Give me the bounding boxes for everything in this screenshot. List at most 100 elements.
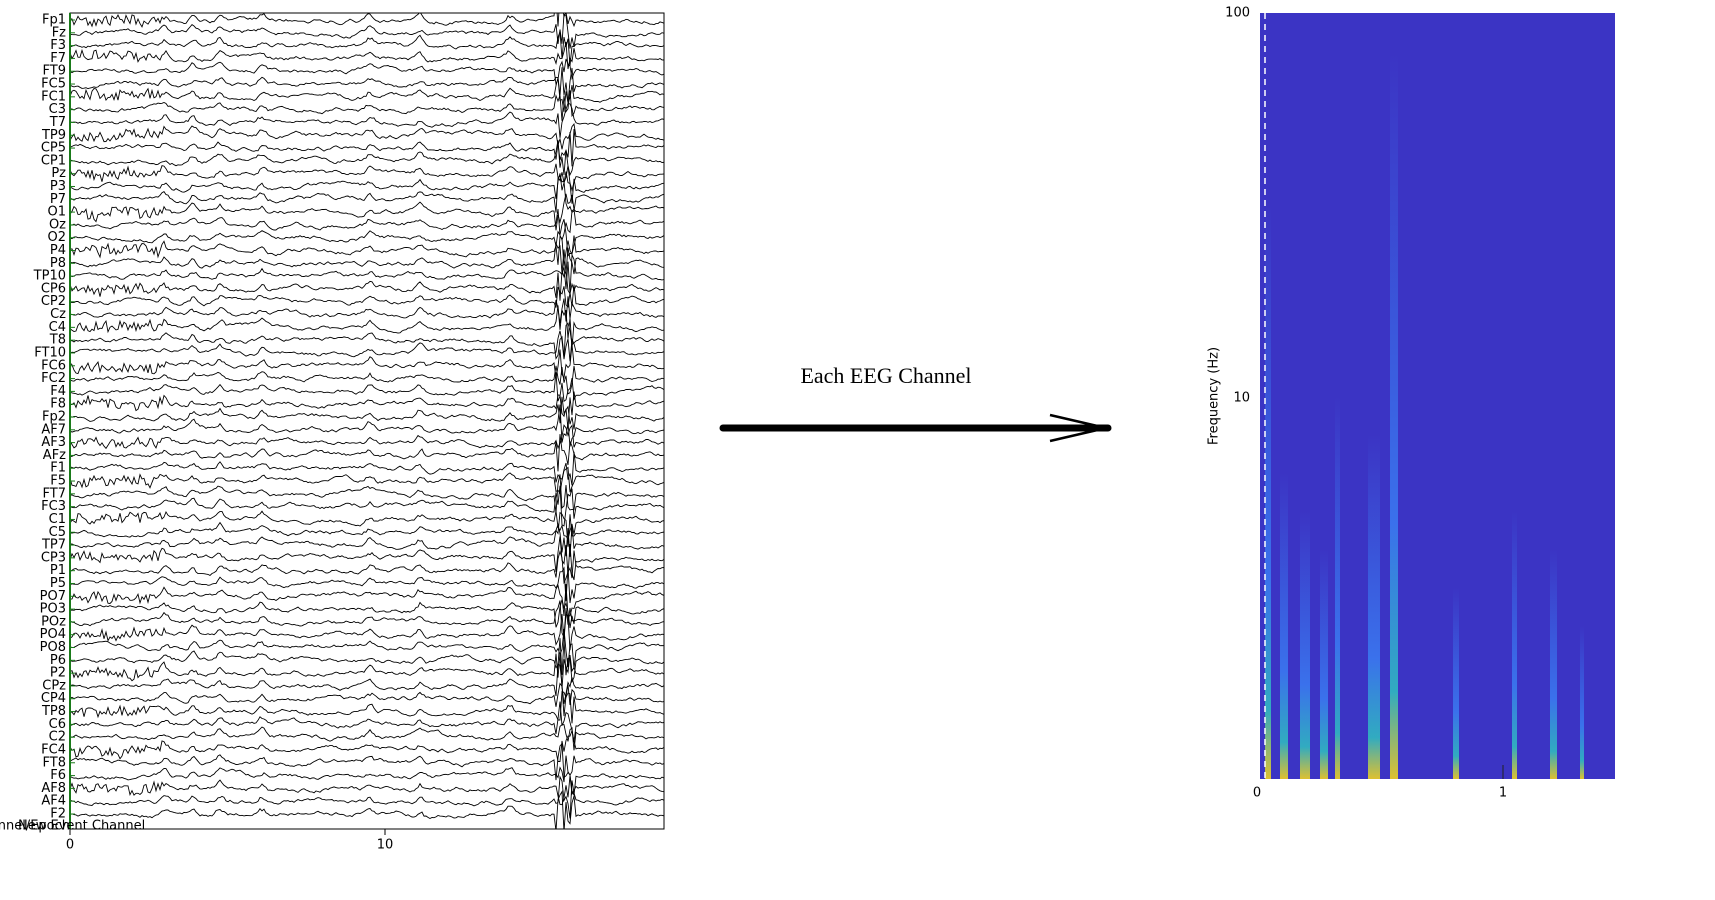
channel-label: AF4 (41, 794, 66, 809)
eeg-trace (70, 13, 664, 49)
channel-label: F3 (50, 38, 66, 53)
eeg-trace (70, 690, 664, 724)
channel-label: FC1 (41, 89, 66, 104)
channel-label: C4 (49, 320, 66, 335)
spectral-band (1390, 51, 1398, 779)
channel-label: FC3 (41, 499, 66, 514)
channel-label: CP4 (41, 691, 66, 706)
eeg-trace (70, 330, 664, 362)
eeg-trace (70, 241, 664, 275)
eeg-trace (70, 424, 664, 450)
spectral-band (1320, 549, 1328, 779)
channel-label: O1 (47, 205, 66, 220)
eeg-trace (70, 396, 664, 430)
eeg-trace (70, 434, 664, 472)
eeg-trace (70, 174, 664, 213)
channel-label: F1 (50, 461, 66, 476)
y-axis-label: Frequency (Hz) (1207, 347, 1222, 445)
arrow-label: Each EEG Channel (800, 363, 971, 388)
channel-label: CP2 (41, 294, 66, 309)
channel-label: T7 (49, 115, 66, 130)
channel-label: P3 (50, 179, 66, 194)
channel-label: C1 (49, 512, 66, 527)
channel-label: CP3 (41, 550, 66, 565)
corner-label: Channel/Epoch (0, 819, 70, 834)
eeg-trace (70, 254, 664, 294)
eeg-trace (70, 775, 664, 806)
channel-label: PO3 (40, 602, 66, 617)
eeg-trace (70, 566, 664, 604)
channel-labels: Fp1FzF3F7FT9FC5FC1C3T7TP9CP5CP1PzP3P7O1O… (33, 13, 75, 822)
channel-label: F4 (50, 384, 66, 399)
eeg-trace (70, 466, 664, 495)
eeg-trace (70, 305, 664, 349)
channel-label: AF3 (41, 435, 66, 450)
corner-label: New Event Channel (18, 819, 145, 834)
eeg-trace (70, 404, 664, 447)
channel-label: P2 (50, 666, 66, 681)
channel-label: O2 (47, 230, 66, 245)
channel-label: FT7 (43, 486, 66, 501)
channel-label: Oz (49, 217, 66, 232)
spectrogram-background (1260, 13, 1615, 779)
eeg-trace (70, 163, 664, 192)
channel-label: P5 (50, 576, 66, 591)
channel-label: FC2 (41, 371, 66, 386)
eeg-trace (70, 511, 664, 547)
eeg-trace (70, 599, 664, 629)
eeg-trace (70, 724, 664, 751)
channel-label: F7 (50, 51, 66, 66)
channel-label: FT9 (43, 64, 66, 79)
channel-label: C6 (49, 717, 66, 732)
eeg-trace (70, 90, 664, 121)
channel-label: Fp2 (42, 410, 66, 425)
eeg-trace (70, 219, 664, 257)
channel-label: PO4 (40, 627, 66, 642)
x-tick-label: 0 (66, 838, 74, 853)
channel-label: FT10 (34, 345, 66, 360)
eeg-trace (70, 682, 664, 717)
y-tick-label: 10 (1233, 391, 1250, 406)
eeg-trace (70, 583, 664, 617)
spectral-band (1368, 434, 1380, 779)
channel-label: FT8 (43, 755, 66, 770)
eeg-trace (70, 485, 664, 527)
channel-label: AFz (43, 448, 66, 463)
channel-label: PO8 (40, 640, 66, 655)
channel-label: Cz (50, 307, 66, 322)
channel-label: P8 (50, 256, 66, 271)
spectral-band (1280, 472, 1288, 779)
eeg-trace (70, 171, 664, 204)
x-tick-label: 0 (1253, 786, 1261, 801)
eeg-trace (70, 372, 664, 403)
channel-label: F8 (50, 397, 66, 412)
channel-label: FC5 (41, 77, 66, 92)
channel-label: F2 (50, 807, 66, 822)
channel-label: POz (41, 614, 66, 629)
eeg-trace (70, 522, 664, 557)
eeg-trace (70, 474, 664, 513)
channel-label: TP7 (41, 538, 66, 553)
spectrogram-image (1264, 13, 1584, 779)
eeg-trace (70, 123, 664, 150)
spectrogram: 100 10 0 1 Frequency (Hz) (1207, 6, 1615, 801)
eeg-trace (70, 296, 664, 324)
channel-label: C2 (49, 730, 66, 745)
eeg-trace (70, 701, 664, 742)
channel-label: CP6 (41, 281, 66, 296)
eeg-trace (70, 510, 664, 541)
eeg-trace (70, 140, 664, 177)
eeg-trace (70, 755, 664, 797)
eeg-frame (69, 12, 665, 830)
y-tick-label: 100 (1225, 6, 1250, 21)
eeg-trace (70, 102, 664, 138)
channel-label: TP10 (33, 269, 66, 284)
spectral-band (1265, 204, 1271, 779)
channel-label: F5 (50, 474, 66, 489)
channel-label: CPz (42, 678, 66, 693)
channel-label: AF7 (41, 422, 66, 437)
eeg-trace (70, 67, 664, 103)
channel-label: CP1 (41, 153, 66, 168)
channel-label: C3 (49, 102, 66, 117)
